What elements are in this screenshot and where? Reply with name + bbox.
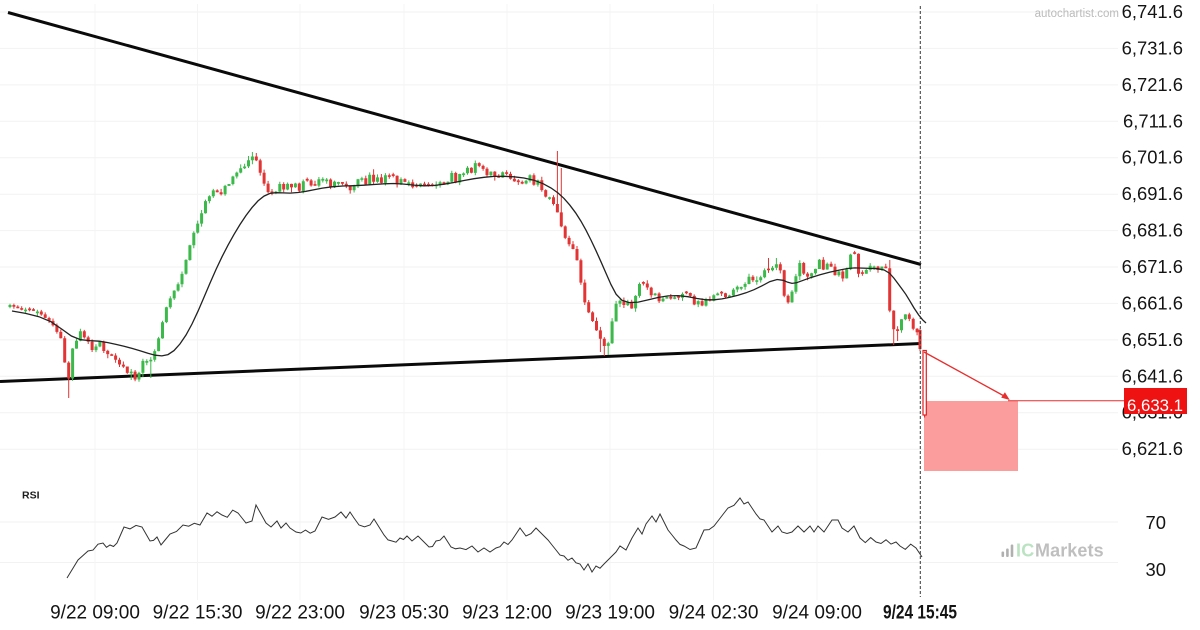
svg-text:9/24 02:30: 9/24 02:30: [669, 603, 759, 624]
svg-text:6,681.6: 6,681.6: [1122, 220, 1183, 241]
svg-text:6,671.6: 6,671.6: [1122, 256, 1183, 277]
svg-text:6,641.6: 6,641.6: [1122, 365, 1183, 386]
svg-text:Markets: Markets: [1035, 541, 1104, 561]
svg-text:9/24 09:00: 9/24 09:00: [772, 603, 862, 624]
svg-text:6,721.6: 6,721.6: [1122, 74, 1183, 95]
svg-text:9/23 05:30: 9/23 05:30: [359, 603, 449, 624]
svg-text:6,711.6: 6,711.6: [1123, 110, 1183, 131]
svg-text:9/24 15:45: 9/24 15:45: [883, 603, 957, 624]
svg-text:9/22 09:00: 9/22 09:00: [50, 603, 140, 624]
svg-text:6,633.1: 6,633.1: [1127, 396, 1183, 415]
svg-text:70: 70: [1146, 512, 1166, 533]
svg-text:6,661.6: 6,661.6: [1122, 292, 1183, 313]
svg-text:RSI: RSI: [22, 490, 40, 502]
svg-text:6,701.6: 6,701.6: [1122, 147, 1183, 168]
svg-text:30: 30: [1146, 559, 1166, 580]
svg-text:9/22 23:00: 9/22 23:00: [255, 603, 345, 624]
svg-text:9/23 19:00: 9/23 19:00: [565, 603, 655, 624]
svg-text:9/22 15:30: 9/22 15:30: [153, 603, 243, 624]
svg-text:autochartist.com: autochartist.com: [1035, 8, 1119, 20]
svg-text:6,651.6: 6,651.6: [1122, 329, 1183, 350]
svg-text:6,621.6: 6,621.6: [1122, 438, 1183, 459]
svg-text:9/23 12:00: 9/23 12:00: [462, 603, 552, 624]
svg-text:IC: IC: [1016, 541, 1034, 561]
svg-text:6,741.6: 6,741.6: [1122, 1, 1183, 22]
svg-text:6,731.6: 6,731.6: [1122, 37, 1183, 58]
svg-text:6,691.6: 6,691.6: [1122, 183, 1183, 204]
